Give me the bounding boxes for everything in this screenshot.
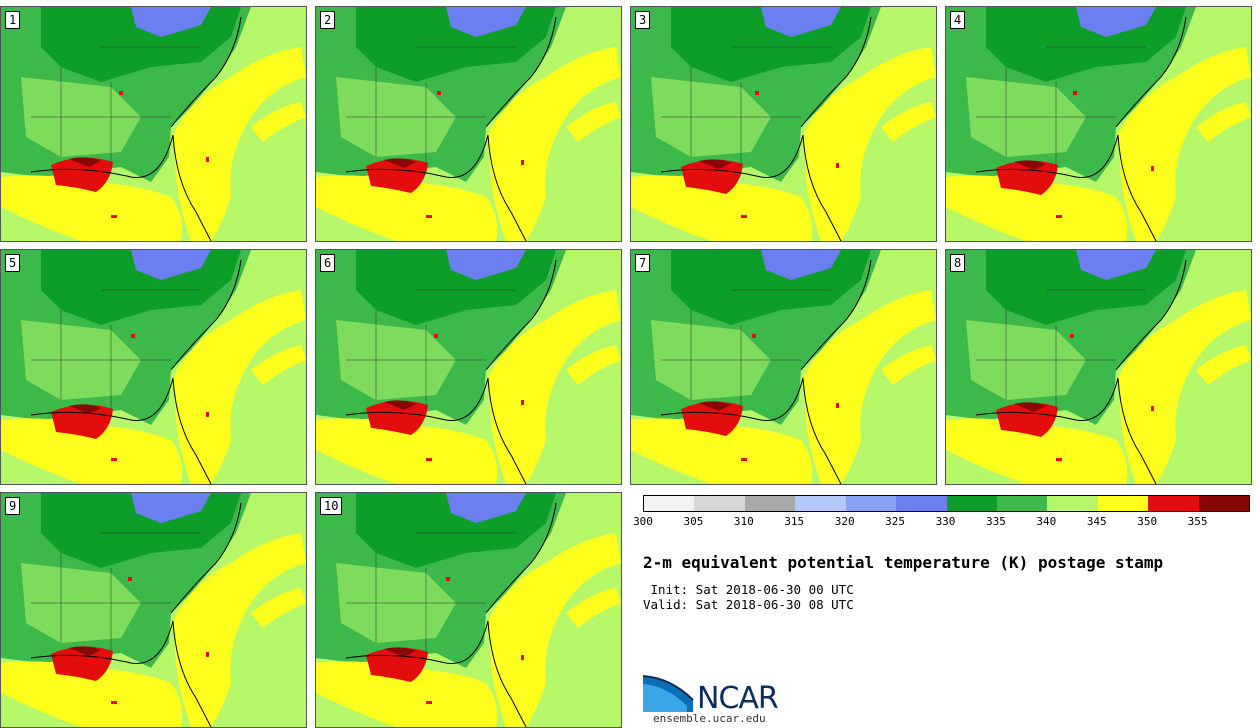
member-number: 10 xyxy=(320,497,343,515)
postage-stamp-map: 3 xyxy=(630,6,937,242)
site-url: ensemble.ucar.edu xyxy=(653,712,766,725)
colorbar-segment xyxy=(1097,496,1149,511)
postage-stamp-map: 6 xyxy=(315,249,622,485)
colorbar-segment xyxy=(744,496,796,511)
postage-stamp-map: 10 xyxy=(315,492,622,728)
colorbar-segment xyxy=(694,496,745,511)
logo-text: NCAR xyxy=(697,681,779,716)
postage-stamp-map: 5 xyxy=(0,249,307,485)
postage-stamp-map: 2 xyxy=(315,6,622,242)
colorbar-tick-label: 345 xyxy=(1086,515,1107,528)
postage-stamp-map: 7 xyxy=(630,249,937,485)
postage-stamp-map: 9 xyxy=(0,492,307,728)
member-number: 3 xyxy=(635,11,651,29)
member-number: 5 xyxy=(5,254,21,272)
colorbar-segment xyxy=(1047,496,1098,511)
member-number: 8 xyxy=(950,254,966,272)
colorbar-tick-label: 355 xyxy=(1187,515,1208,528)
member-number: 1 xyxy=(5,11,21,29)
colorbar-segment xyxy=(1148,496,1199,511)
member-number: 4 xyxy=(950,11,966,29)
colorbar-segment xyxy=(896,496,947,511)
colorbar-tick-label: 335 xyxy=(985,515,1006,528)
member-number: 6 xyxy=(320,254,336,272)
colorbar xyxy=(643,495,1250,512)
colorbar-segment xyxy=(644,496,695,511)
colorbar-tick-label: 315 xyxy=(784,515,805,528)
colorbar-segment xyxy=(996,496,1048,511)
colorbar-segment xyxy=(845,496,897,511)
postage-stamp-map: 4 xyxy=(945,6,1252,242)
colorbar-segment xyxy=(795,496,846,511)
colorbar-tick-label: 325 xyxy=(885,515,906,528)
colorbar-segment xyxy=(946,496,997,511)
member-number: 2 xyxy=(320,11,336,29)
postage-stamp-map: 8 xyxy=(945,249,1252,485)
colorbar-labels: 300 305 310 315 320 325 330 335 340 345 350 355 xyxy=(633,515,1248,529)
colorbar-tick-label: 310 xyxy=(733,515,754,528)
colorbar-tick-label: 300 xyxy=(633,515,653,528)
ncar-logo-icon xyxy=(643,675,694,712)
postage-stamp-map: 1 xyxy=(0,6,307,242)
colorbar-segment xyxy=(1198,496,1250,511)
colorbar-tick-label: 305 xyxy=(683,515,704,528)
colorbar-tick-label: 340 xyxy=(1036,515,1057,528)
valid-time: Valid: Sat 2018-06-30 08 UTC xyxy=(643,597,854,612)
init-time: Init: Sat 2018-06-30 00 UTC xyxy=(643,582,854,597)
member-number: 7 xyxy=(635,254,651,272)
member-number: 9 xyxy=(5,497,21,515)
colorbar-tick-label: 350 xyxy=(1137,515,1158,528)
colorbar-tick-label: 330 xyxy=(935,515,956,528)
colorbar-tick-label: 320 xyxy=(834,515,855,528)
chart-title: 2-m equivalent potential temperature (K)… xyxy=(643,553,1164,572)
